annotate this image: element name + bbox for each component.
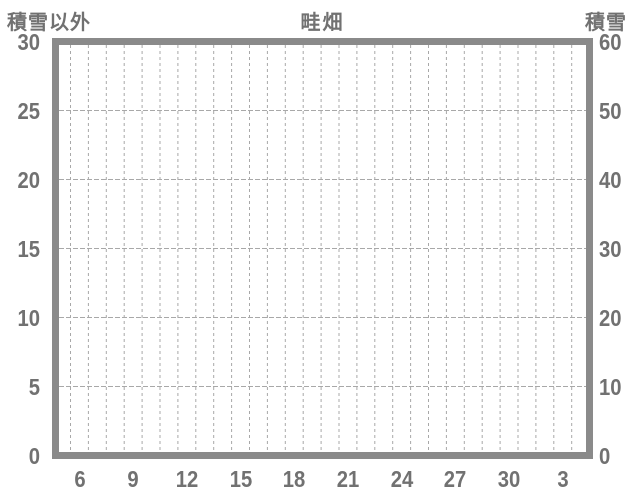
right-axis-tick: 40 (599, 166, 622, 193)
x-axis-tick: 9 (127, 466, 139, 492)
x-axis-tick: 15 (229, 466, 252, 492)
right-axis-tick: 20 (599, 304, 622, 331)
grid-lines (59, 45, 586, 452)
x-axis-tick: 12 (175, 466, 199, 492)
right-axis-tick: 60 (599, 28, 622, 55)
left-axis-tick: 0 (28, 442, 40, 469)
x-axis-tick: 18 (283, 466, 306, 492)
right-axis-tick: 0 (599, 442, 611, 469)
x-axis-tick: 3 (557, 466, 569, 492)
left-axis-tick: 20 (17, 166, 40, 193)
left-axis-tick: 15 (17, 235, 40, 262)
left-axis-tick: 5 (28, 373, 40, 400)
left-axis-title: 積雪以外 (7, 12, 91, 34)
chart-title: 畦畑 (300, 12, 345, 34)
right-axis-tick: 10 (599, 373, 622, 400)
right-axis-tick: 30 (599, 235, 622, 262)
left-axis-tick: 25 (17, 97, 40, 124)
x-axis-tick: 30 (497, 466, 521, 492)
plot-area (52, 38, 593, 459)
x-axis-tick: 6 (73, 466, 86, 492)
left-axis-tick: 10 (17, 304, 40, 331)
x-axis-tick: 24 (390, 466, 413, 492)
x-axis-tick: 27 (444, 466, 467, 492)
right-axis-tick: 50 (599, 97, 622, 124)
x-axis-tick: 21 (336, 466, 360, 492)
left-axis-tick: 30 (17, 28, 40, 55)
right-axis-title: 積雪 (585, 12, 627, 34)
